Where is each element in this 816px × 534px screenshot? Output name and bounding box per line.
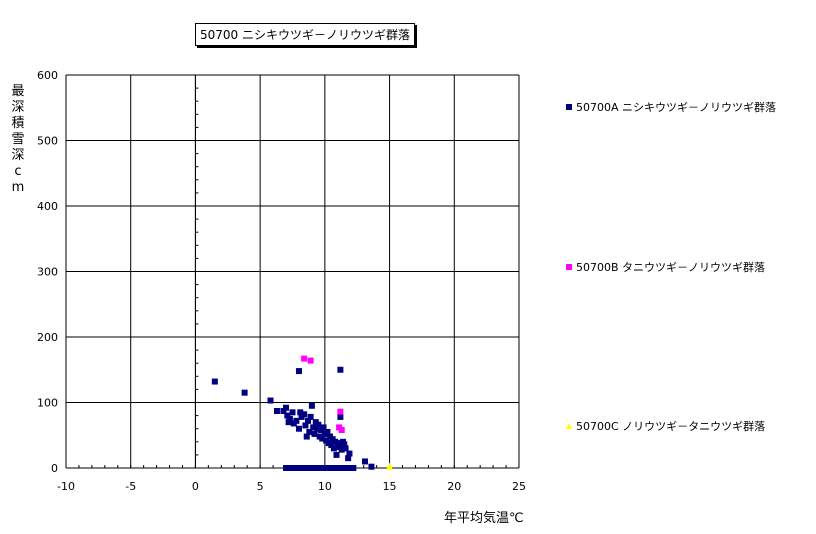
legend-marker-b	[566, 264, 572, 270]
data-point-s0	[283, 404, 290, 411]
data-point-s0	[302, 422, 309, 429]
legend-marker-c	[566, 423, 572, 429]
data-point-s0	[310, 424, 317, 431]
y-tick-label: 400	[37, 200, 58, 213]
chart-title: 50700 ニシキウツギ－ノリウツギ群落	[195, 23, 415, 46]
y-tick-label: 600	[37, 69, 58, 82]
data-point-s0	[307, 413, 314, 420]
data-point-s2	[386, 462, 394, 470]
legend-marker-a	[566, 104, 572, 110]
data-point-s0	[211, 378, 218, 385]
data-point-s0	[361, 458, 368, 465]
data-point-s0	[308, 402, 315, 409]
data-point-s0	[293, 417, 300, 424]
data-point-s0	[368, 463, 375, 470]
y-tick-label: 300	[37, 266, 58, 279]
x-tick-label: 10	[318, 480, 332, 493]
data-point-s0	[320, 424, 327, 431]
x-tick-label: -10	[57, 480, 75, 493]
x-tick-label: 5	[257, 480, 264, 493]
legend-item-b: 50700B タニウツギ－ノリウツギ群落	[566, 259, 765, 275]
legend-label-b: 50700B タニウツギ－ノリウツギ群落	[576, 261, 766, 274]
data-point-s0	[342, 445, 349, 452]
data-point-s0	[338, 446, 345, 453]
data-point-s0	[324, 428, 331, 435]
data-point-s0	[305, 417, 312, 424]
data-point-s0	[273, 408, 280, 415]
data-point-s0	[295, 368, 302, 375]
y-tick-label: 0	[51, 462, 58, 475]
data-point-s0	[286, 415, 293, 422]
tick-label-layer: 0 100 200 300 400 500 600 -10 -5 0 5 10 15 20 25	[37, 69, 526, 493]
data-point-s0	[241, 389, 248, 396]
legend-label-c: 50700C ノリウツギ－タニウツギ群落	[576, 420, 766, 433]
data-point-s0	[267, 397, 274, 404]
y-tick-label: 200	[37, 331, 58, 344]
data-point-s0	[311, 430, 318, 437]
data-point-s0	[314, 425, 321, 432]
data-point-s0	[319, 435, 326, 442]
data-point-s1	[307, 357, 314, 364]
data-point-s1	[301, 355, 308, 362]
y-tick-label: 100	[37, 397, 58, 410]
data-point-s0	[333, 451, 340, 458]
data-point-s0	[337, 413, 344, 420]
y-tick-label: 500	[37, 135, 58, 148]
data-point-s0	[284, 412, 291, 419]
legend-label-a: 50700A ニシキウツギ－ノリウツギ群落	[576, 101, 777, 114]
point-layer	[211, 355, 394, 471]
grid-layer	[65, 74, 520, 469]
data-point-s0	[303, 433, 310, 440]
data-point-s0	[315, 421, 322, 428]
data-point-s0	[341, 441, 348, 448]
data-point-s0	[346, 450, 353, 457]
data-point-s0	[297, 409, 304, 416]
x-tick-label: -5	[125, 480, 136, 493]
data-point-s1	[338, 427, 345, 434]
y-axis-label: 最深積雪深cm	[11, 84, 25, 195]
data-point-s0	[285, 419, 292, 426]
data-point-s0	[295, 425, 302, 432]
data-point-s0	[306, 428, 313, 435]
x-tick-label: 0	[192, 480, 199, 493]
data-point-s1	[337, 408, 344, 415]
x-axis-label: 年平均気温℃	[444, 511, 524, 526]
x-tick-label: 25	[512, 480, 526, 493]
data-point-s0	[328, 442, 335, 449]
data-point-s0	[350, 465, 357, 471]
x-tick-label: 15	[383, 480, 397, 493]
data-point-s0	[280, 408, 287, 415]
data-point-s0	[330, 445, 337, 452]
data-point-s0	[337, 366, 344, 373]
data-point-s0	[289, 409, 296, 416]
data-point-s0	[334, 440, 341, 447]
legend-item-a: 50700A ニシキウツギ－ノリウツギ群落	[566, 99, 776, 115]
data-point-s0	[345, 455, 352, 462]
data-point-s0	[301, 411, 308, 418]
x-tick-label: 20	[447, 480, 461, 493]
legend-item-c: 50700C ノリウツギ－タニウツギ群落	[566, 418, 765, 434]
